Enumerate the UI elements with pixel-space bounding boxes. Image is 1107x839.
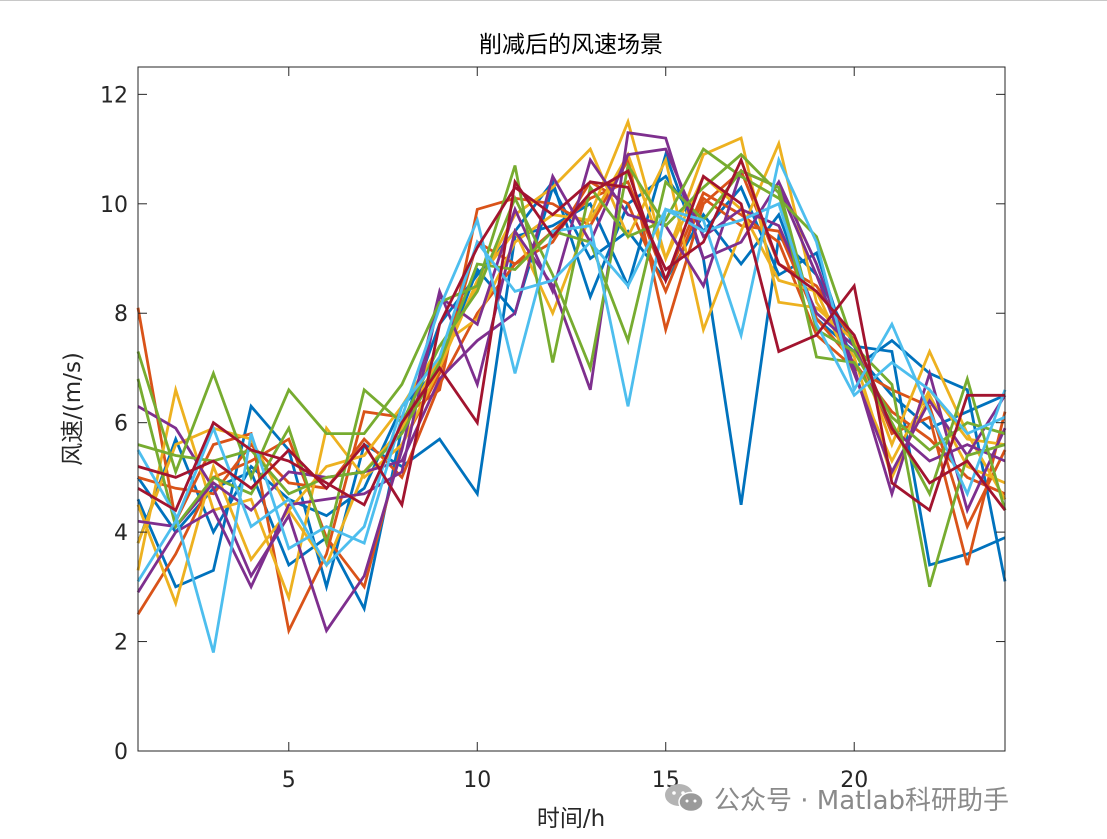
chart-title: 削减后的风速场景 (479, 32, 663, 58)
series-line-14 (136, 152, 1007, 549)
series-line-17 (136, 201, 1006, 583)
series-line-19 (137, 156, 1007, 512)
series-layer (136, 117, 1007, 653)
y-tick-label: 8 (114, 302, 128, 327)
y-tick-label: 4 (114, 521, 128, 546)
series-line-16 (136, 155, 1007, 653)
x-tick-label: 5 (282, 768, 296, 793)
series-line-15 (137, 169, 1006, 496)
y-tick-label: 10 (100, 193, 128, 218)
x-axis-title: 时间/h (537, 806, 605, 832)
x-tick-label: 10 (463, 768, 491, 793)
plot-area-background (138, 67, 1005, 751)
top-border (0, 0, 1107, 1)
y-tick-label: 2 (114, 631, 128, 656)
axes-box (137, 66, 1006, 752)
watermark: 公众号 · Matlab科研助手 (662, 778, 1009, 818)
y-tick-label: 0 (114, 740, 128, 765)
y-axis-title: 风速/(m/s) (60, 352, 86, 466)
x-tick-label: 20 (840, 768, 868, 793)
y-tick-label: 6 (114, 412, 128, 437)
y-tick-label: 12 (100, 83, 128, 108)
wechat-icon (665, 784, 704, 813)
watermark-text: 公众号 · Matlab科研助手 (714, 785, 1010, 816)
series-line-18 (137, 168, 1005, 513)
